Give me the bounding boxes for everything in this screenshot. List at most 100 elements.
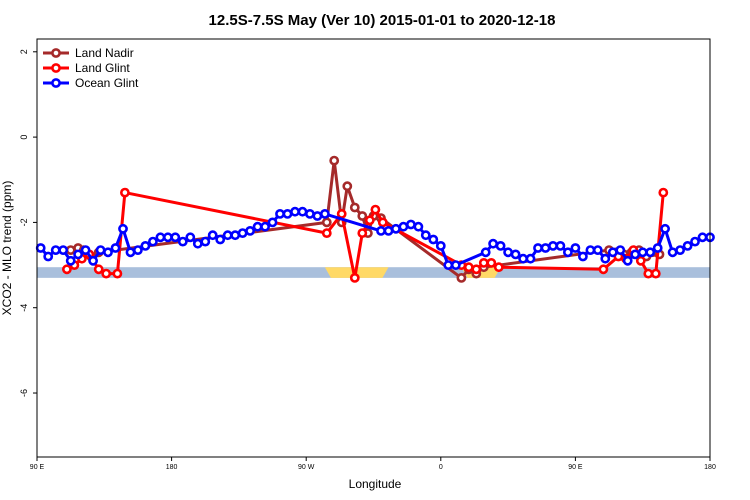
data-point [667, 247, 678, 258]
data-point [488, 238, 498, 249]
y-tick-label: -6 [19, 389, 29, 397]
plot-frame [36, 38, 711, 458]
data-point [275, 208, 285, 219]
y-tick-label: -4 [19, 304, 29, 312]
data-point [58, 245, 69, 255]
data-point [304, 208, 315, 219]
data-point [697, 232, 708, 243]
data-point [290, 206, 300, 217]
data-point [349, 202, 360, 213]
y-axis-label: XCO2 - MLO trend (ppm) [0, 181, 14, 316]
data-point [450, 260, 461, 270]
data-point [155, 232, 166, 243]
data-point [615, 245, 626, 255]
legend-item: Land Glint [43, 61, 130, 75]
data-point [177, 236, 188, 247]
data-point [88, 255, 98, 266]
chart-title: 12.5S-7.5S May (Ver 10) 2015-01-01 to 20… [209, 12, 556, 29]
data-point [443, 260, 454, 270]
data-point [147, 236, 158, 247]
data-point [398, 221, 409, 232]
data-point [329, 155, 340, 166]
data-point [73, 249, 83, 260]
data-point [93, 264, 104, 275]
legend-label: Ocean Glint [75, 76, 139, 90]
data-point [420, 230, 431, 241]
data-point [658, 187, 669, 198]
data-point [630, 249, 641, 260]
data-point [342, 181, 353, 192]
data-point [493, 262, 504, 273]
data-point [103, 247, 113, 258]
data-point [533, 243, 543, 253]
data-point [80, 245, 91, 255]
data-point [370, 204, 381, 215]
x-tick-label: 180 [704, 464, 716, 471]
data-point [336, 208, 347, 219]
data-point [682, 240, 693, 251]
legend-swatch-marker [51, 48, 61, 58]
data-point [643, 268, 654, 279]
data-point [486, 257, 497, 268]
data-point [267, 217, 278, 228]
data-point [540, 243, 551, 253]
data-point [503, 247, 513, 258]
data-point [140, 240, 151, 251]
data-point [600, 253, 611, 264]
data-point [592, 245, 603, 255]
data-point [480, 247, 491, 258]
data-point [312, 211, 323, 221]
data-point [405, 219, 416, 230]
data-point [207, 230, 218, 241]
data-point [456, 272, 467, 283]
data-point [650, 268, 661, 279]
legend-item: Ocean Glint [43, 76, 139, 90]
data-point [319, 208, 330, 219]
data-point [376, 225, 386, 236]
data-point [118, 223, 128, 234]
data-point [675, 245, 685, 255]
reference-strip [37, 267, 710, 278]
data-point [598, 264, 609, 275]
data-point [200, 236, 211, 247]
data-point [471, 264, 482, 275]
data-point [413, 221, 424, 232]
data-point [120, 187, 130, 198]
x-tick-label: 0 [439, 464, 443, 471]
data-point [43, 251, 54, 262]
data-point [428, 234, 439, 245]
data-point [578, 251, 588, 262]
legend-label: Land Glint [75, 61, 130, 75]
data-point [349, 272, 360, 283]
x-tick-label: 180 [166, 464, 178, 471]
data-point [525, 253, 536, 264]
data-point [110, 243, 121, 253]
legend-swatch-marker [51, 63, 61, 73]
data-point [377, 217, 388, 228]
data-point [260, 221, 270, 232]
data-point [607, 247, 618, 258]
data-point [321, 228, 332, 238]
data-point [101, 268, 112, 279]
data-point [510, 249, 521, 260]
data-point [645, 247, 656, 258]
data-point [357, 228, 368, 238]
data-point [112, 268, 123, 279]
data-point [192, 238, 203, 249]
y-tick-label: -2 [19, 218, 29, 226]
x-axis: 90 E 180 90 W 0 90 E 180 [30, 457, 716, 471]
data-point [635, 255, 646, 266]
y-tick-label: 0 [19, 135, 29, 140]
data-point [652, 243, 663, 253]
data-point [170, 232, 181, 243]
y-tick-label: 2 [19, 49, 29, 54]
data-point [65, 255, 76, 266]
data-point [364, 215, 375, 226]
data-point [463, 262, 474, 273]
data-point [435, 240, 446, 251]
data-point [570, 243, 581, 253]
data-point [357, 211, 368, 221]
data-point [495, 240, 506, 251]
data-point [237, 228, 248, 238]
